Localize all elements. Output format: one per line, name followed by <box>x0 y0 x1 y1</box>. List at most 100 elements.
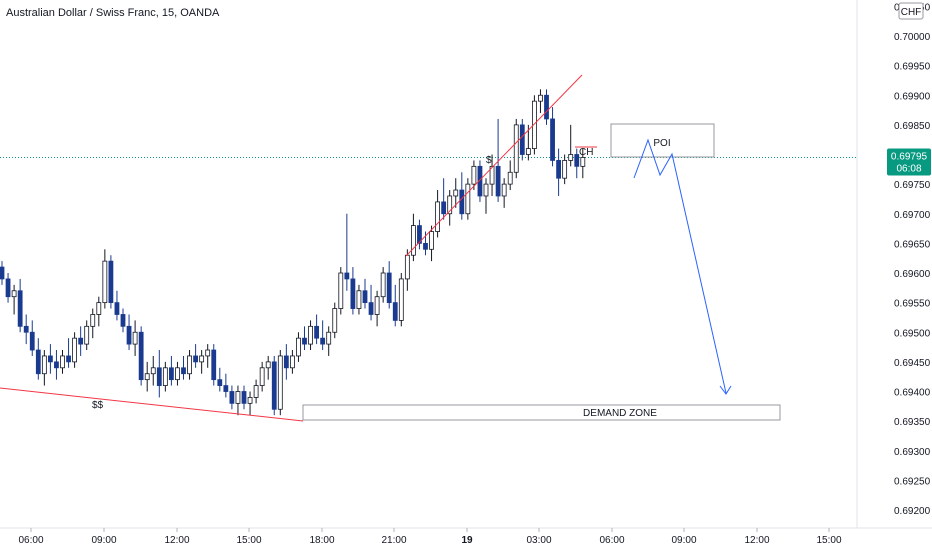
demand-zone-box[interactable] <box>302 404 781 421</box>
candle-up <box>277 355 283 410</box>
candle-up <box>308 325 313 345</box>
candle-down <box>519 124 525 155</box>
time-tick-label: 06:00 <box>599 535 624 546</box>
poi-box[interactable] <box>610 123 715 158</box>
currency-badge-label: CHF <box>901 7 922 18</box>
candle-down <box>477 165 483 197</box>
candle-up <box>404 254 410 280</box>
price-tick-label: 0.69650 <box>894 239 931 250</box>
price-tick-label: 0.70000 <box>894 32 931 43</box>
candle-down <box>114 302 120 315</box>
candle-up <box>265 361 271 369</box>
candle-up <box>132 331 138 345</box>
candle-down <box>350 278 356 309</box>
price-tick-label: 0.69350 <box>894 417 931 428</box>
candle-down <box>344 272 350 280</box>
candle-up <box>538 94 543 102</box>
time-axis[interactable]: 06:00 09:00 12:00 15:00 18:00 21:00 19 03:00 06:… <box>18 528 842 546</box>
candle-down <box>392 302 398 321</box>
candle-down <box>574 154 580 167</box>
candle-up <box>471 165 477 185</box>
projection-path[interactable] <box>633 138 727 394</box>
candle-down <box>271 361 277 410</box>
candle-down <box>138 331 144 381</box>
candle-up <box>562 160 568 179</box>
candle-up <box>513 124 519 173</box>
candle-up <box>11 290 17 298</box>
price-badge: 0.69795 06:08 <box>887 148 931 176</box>
candle-down <box>156 367 162 386</box>
candle-down <box>314 325 320 339</box>
candle-up <box>235 391 241 404</box>
candle-down <box>108 260 114 304</box>
candle-up <box>90 314 96 327</box>
price-badge-background <box>887 148 931 176</box>
price-tick-label: 0.69550 <box>894 299 931 310</box>
candle-up <box>338 272 344 309</box>
candle-down <box>368 302 374 315</box>
price-tick-label: 0.69750 <box>894 180 931 191</box>
candle-down <box>223 385 229 392</box>
candle-up <box>501 183 507 197</box>
time-tick-label: 09:00 <box>671 535 696 546</box>
candle-down <box>320 337 326 345</box>
candle-up <box>247 397 253 404</box>
candle-down <box>126 325 132 345</box>
time-tick-label: 03:00 <box>526 535 551 546</box>
price-axis[interactable]: 0.700500.700000.699500.699000.698500.697… <box>894 2 931 517</box>
candle-down <box>181 367 186 375</box>
price-tick-label: 0.69600 <box>894 269 931 280</box>
candle-down <box>556 160 561 179</box>
candle-down <box>5 278 11 298</box>
candle-up <box>435 201 441 232</box>
candle-down <box>29 331 35 351</box>
currency-badge[interactable] <box>898 2 924 20</box>
candle-up <box>187 355 192 375</box>
candle-up <box>374 296 380 315</box>
candle-down <box>241 391 247 404</box>
candle-down <box>120 314 126 327</box>
candle-down <box>168 367 174 381</box>
time-tick-label: 19 <box>461 535 473 546</box>
candle-down <box>211 349 217 381</box>
candle-up <box>465 183 471 215</box>
ss-trendline[interactable] <box>0 387 304 422</box>
candle-up <box>96 302 102 315</box>
candle-up <box>380 272 386 298</box>
candle-up <box>150 367 156 375</box>
candle-up <box>205 349 211 357</box>
candle-up <box>429 231 434 250</box>
candle-up <box>356 290 362 309</box>
candle-down <box>193 355 199 363</box>
time-tick-label: 09:00 <box>91 535 116 546</box>
candle-up <box>398 278 404 321</box>
candle-up <box>453 189 459 197</box>
poi-label: POI <box>653 138 670 149</box>
price-badge-price: 0.69795 <box>891 151 928 162</box>
price-tick-label: 0.69850 <box>894 121 931 132</box>
candle-down <box>54 361 59 369</box>
price-tick-label: 0.69300 <box>894 447 931 458</box>
channel-trendline[interactable] <box>405 74 583 257</box>
candles-group <box>0 89 586 416</box>
candle-down <box>0 266 5 280</box>
price-badge-countdown: 06:08 <box>896 163 921 174</box>
candle-down <box>23 325 29 333</box>
projection-arrowhead <box>719 385 732 395</box>
candle-down <box>302 337 307 345</box>
candle-up <box>568 154 574 161</box>
candle-up <box>144 373 150 381</box>
candle-up <box>253 385 259 398</box>
dollar-marker: $ <box>486 155 492 166</box>
price-tick-label: 0.69950 <box>894 62 931 73</box>
ch-label: CH <box>579 147 593 158</box>
candle-down <box>386 272 392 304</box>
candle-up <box>525 148 531 155</box>
candle-up <box>580 157 586 167</box>
candle-up <box>102 260 108 304</box>
candle-down <box>17 290 23 327</box>
candle-up <box>72 337 77 363</box>
time-tick-label: 15:00 <box>236 535 261 546</box>
